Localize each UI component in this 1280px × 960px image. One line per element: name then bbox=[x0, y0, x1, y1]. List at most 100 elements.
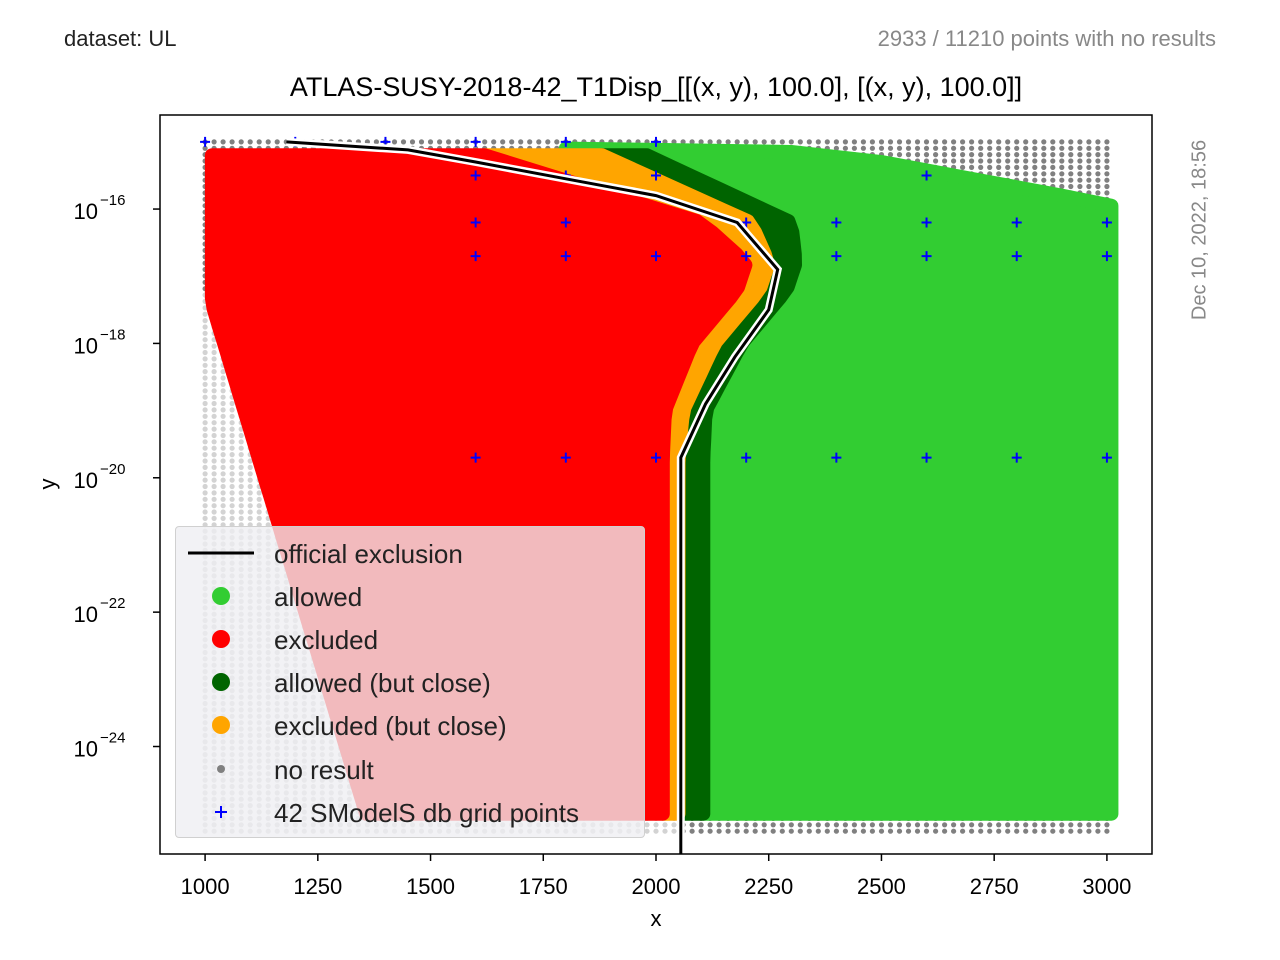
no-result-point bbox=[1104, 177, 1110, 183]
no-result-point bbox=[1077, 183, 1083, 190]
no-result-point bbox=[1041, 164, 1047, 170]
no-result-point bbox=[1095, 152, 1101, 158]
no-result-point bbox=[869, 139, 876, 145]
no-result-point bbox=[211, 381, 217, 387]
no-result-point bbox=[1086, 183, 1092, 190]
no-result-point bbox=[869, 145, 876, 151]
no-result-point bbox=[896, 152, 903, 158]
no-result-point bbox=[1059, 145, 1065, 151]
no-result-point bbox=[202, 388, 208, 394]
no-result-point bbox=[202, 324, 208, 330]
no-result-point bbox=[933, 152, 939, 158]
no-result-point bbox=[1059, 152, 1065, 158]
no-result-point bbox=[1059, 164, 1065, 170]
no-result-point bbox=[220, 394, 226, 400]
no-result-point bbox=[815, 139, 821, 145]
no-result-point bbox=[211, 426, 217, 432]
no-result-point bbox=[1095, 190, 1101, 196]
no-result-point bbox=[220, 445, 226, 451]
no-result-point bbox=[996, 139, 1002, 145]
no-result-point bbox=[1104, 190, 1110, 196]
no-result-point bbox=[752, 139, 758, 145]
no-result-point bbox=[1014, 164, 1020, 170]
no-result-point bbox=[978, 139, 984, 145]
no-result-point bbox=[1050, 139, 1056, 145]
no-result-point bbox=[1068, 164, 1074, 170]
no-result-point bbox=[211, 445, 217, 451]
no-result-point bbox=[960, 145, 966, 151]
no-result-point bbox=[933, 158, 939, 164]
no-result-point bbox=[220, 420, 226, 426]
no-result-point bbox=[1032, 139, 1038, 145]
no-result-point bbox=[545, 139, 551, 145]
no-result-point bbox=[202, 369, 208, 375]
no-result-point bbox=[698, 139, 704, 145]
no-result-point bbox=[202, 452, 208, 458]
no-result-point bbox=[1005, 158, 1011, 164]
no-result-point bbox=[942, 139, 948, 145]
no-result-point bbox=[1032, 164, 1038, 170]
no-result-point bbox=[806, 139, 812, 145]
no-result-point bbox=[951, 158, 957, 164]
no-result-point bbox=[951, 139, 957, 145]
no-result-point bbox=[969, 139, 975, 145]
no-result-point bbox=[220, 452, 226, 458]
no-result-point bbox=[1077, 139, 1083, 145]
no-result-point bbox=[202, 356, 208, 362]
no-result-point bbox=[238, 139, 244, 145]
no-result-point bbox=[211, 369, 217, 375]
no-result-point bbox=[202, 445, 208, 451]
no-result-point bbox=[220, 388, 226, 394]
no-result-point bbox=[1077, 152, 1083, 158]
no-result-point bbox=[1095, 139, 1101, 145]
no-result-point bbox=[788, 139, 794, 145]
no-result-point bbox=[202, 330, 208, 336]
no-result-point bbox=[1086, 145, 1092, 151]
no-result-point bbox=[1041, 177, 1047, 183]
no-result-point bbox=[923, 145, 930, 151]
no-result-point bbox=[860, 139, 867, 145]
no-result-point bbox=[509, 139, 515, 145]
no-result-point bbox=[942, 145, 948, 151]
no-result-point bbox=[211, 432, 217, 439]
no-result-point bbox=[1041, 158, 1047, 164]
no-result-point bbox=[1077, 145, 1083, 151]
no-result-point bbox=[905, 152, 912, 158]
no-result-point bbox=[238, 452, 244, 458]
no-result-point bbox=[211, 452, 217, 458]
no-result-point bbox=[1005, 145, 1011, 151]
no-result-point bbox=[220, 400, 226, 407]
no-result-point bbox=[842, 145, 849, 151]
no-result-point bbox=[914, 145, 921, 151]
no-result-point bbox=[1068, 171, 1074, 177]
no-result-point bbox=[527, 139, 533, 145]
no-result-point bbox=[1023, 177, 1029, 183]
no-result-point bbox=[1005, 164, 1011, 170]
no-result-point bbox=[202, 381, 208, 387]
no-result-point bbox=[960, 164, 966, 170]
no-result-point bbox=[914, 152, 921, 158]
no-result-point bbox=[1095, 158, 1101, 164]
no-result-point bbox=[211, 375, 217, 381]
no-result-point bbox=[482, 139, 488, 145]
no-result-point bbox=[842, 139, 849, 145]
no-result-point bbox=[1077, 171, 1083, 177]
no-result-point bbox=[1086, 171, 1092, 177]
no-result-point bbox=[887, 152, 894, 158]
no-result-point bbox=[491, 139, 497, 145]
no-result-point bbox=[373, 139, 379, 145]
no-result-point bbox=[707, 139, 713, 145]
no-result-point bbox=[1023, 152, 1029, 158]
no-result-point bbox=[896, 145, 903, 151]
no-result-point bbox=[779, 139, 785, 145]
no-result-point bbox=[951, 145, 957, 151]
no-result-point bbox=[914, 139, 921, 145]
no-result-point bbox=[455, 139, 461, 145]
no-result-point bbox=[211, 356, 217, 362]
no-result-point bbox=[202, 432, 208, 439]
no-result-point bbox=[1086, 164, 1092, 170]
no-result-point bbox=[1050, 171, 1056, 177]
no-result-point bbox=[1032, 158, 1038, 164]
no-result-point bbox=[211, 420, 217, 426]
no-result-point bbox=[1095, 177, 1101, 183]
